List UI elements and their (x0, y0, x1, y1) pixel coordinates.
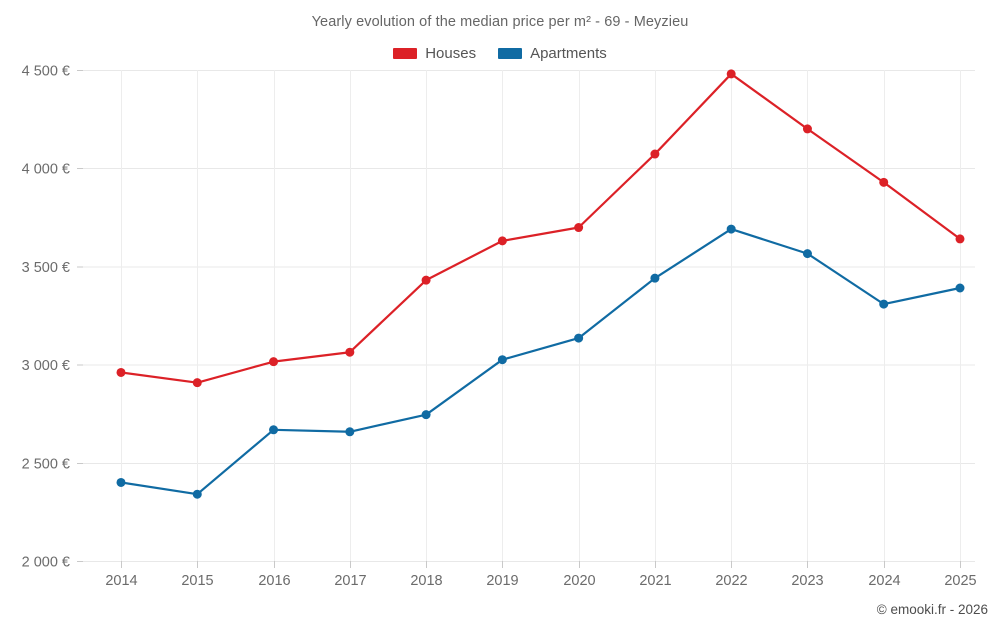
data-point-houses-2014[interactable] (116, 367, 126, 377)
y-axis-tick-label: 2 000 € (22, 555, 70, 571)
legend-label-houses: Houses (425, 45, 477, 62)
x-axis-tick-label: 2015 (181, 573, 213, 589)
data-point-houses-2018[interactable] (421, 275, 431, 285)
data-point-houses-2024[interactable] (879, 177, 889, 187)
data-point-houses-2015[interactable] (192, 378, 202, 388)
chart-legend: Houses Apartments (0, 45, 1000, 62)
x-axis-tick-label: 2020 (563, 573, 595, 589)
x-axis-tick-label: 2017 (334, 573, 366, 589)
data-point-apartments-2016[interactable] (269, 425, 279, 435)
x-axis-tick-label: 2014 (105, 573, 137, 589)
copyright-credit: © emooki.fr - 2026 (876, 602, 988, 617)
data-point-apartments-2025[interactable] (955, 283, 965, 293)
data-point-apartments-2015[interactable] (192, 489, 202, 499)
x-axis-tick-label: 2025 (944, 573, 976, 589)
data-point-apartments-2020[interactable] (574, 333, 584, 343)
legend-swatch-apartments (498, 48, 523, 59)
data-point-houses-2017[interactable] (345, 347, 355, 357)
data-point-apartments-2022[interactable] (726, 224, 736, 234)
x-axis-tick-label: 2024 (868, 573, 900, 589)
data-point-houses-2019[interactable] (497, 236, 507, 246)
data-point-houses-2021[interactable] (650, 149, 660, 159)
y-axis-tick-label: 2 500 € (22, 456, 70, 472)
x-axis-tick-label: 2021 (639, 573, 671, 589)
data-point-houses-2025[interactable] (955, 234, 965, 244)
x-axis-tick-label: 2016 (258, 573, 290, 589)
chart-title: Yearly evolution of the median price per… (311, 14, 689, 30)
data-point-apartments-2024[interactable] (879, 299, 889, 309)
legend-item-apartments[interactable]: Apartments (498, 45, 607, 62)
data-point-houses-2016[interactable] (269, 357, 279, 367)
legend-item-houses[interactable]: Houses (393, 45, 476, 62)
series-line-apartments (119, 227, 962, 496)
x-axis-tick-label: 2023 (791, 573, 823, 589)
legend-swatch-houses (393, 48, 418, 59)
x-axis-tick-label: 2019 (486, 573, 518, 589)
x-axis-tick-label: 2022 (715, 573, 747, 589)
data-point-apartments-2023[interactable] (802, 249, 812, 259)
data-point-apartments-2018[interactable] (421, 410, 431, 420)
data-point-apartments-2014[interactable] (116, 477, 126, 487)
data-point-apartments-2019[interactable] (497, 355, 507, 365)
y-axis-tick-label: 3 500 € (22, 260, 70, 276)
data-point-houses-2022[interactable] (726, 69, 736, 79)
data-point-houses-2020[interactable] (574, 223, 584, 233)
legend-label-apartments: Apartments (530, 45, 607, 62)
x-axis-tick-label: 2018 (410, 573, 442, 589)
data-point-houses-2023[interactable] (802, 124, 812, 134)
y-axis-tick-label: 3 000 € (22, 358, 70, 374)
data-point-apartments-2017[interactable] (345, 427, 355, 437)
y-axis-tick-label: 4 000 € (22, 162, 70, 178)
y-axis-tick-label: 4 500 € (22, 64, 70, 80)
data-point-apartments-2021[interactable] (650, 273, 660, 283)
series-line-houses (119, 72, 962, 384)
